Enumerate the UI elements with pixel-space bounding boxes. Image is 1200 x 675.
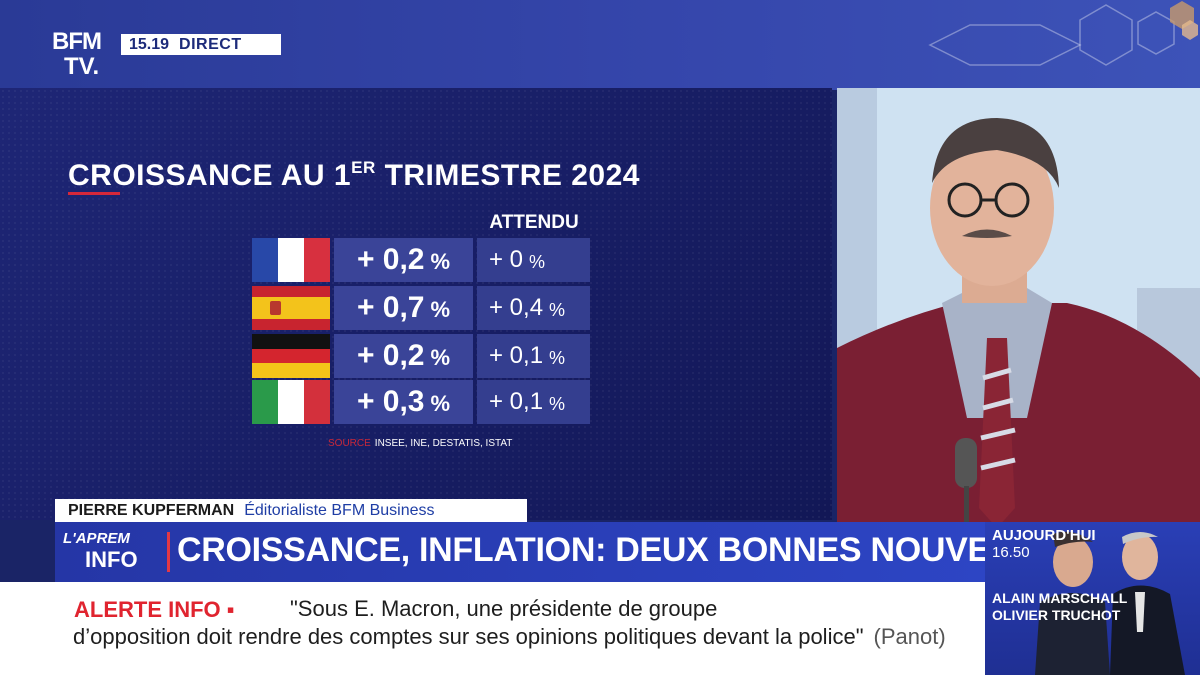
name-strap: PIERRE KUPFERMAN Éditorialiste BFM Busin… (55, 499, 527, 522)
alert-line1: "Sous E. Macron, une présidente de group… (290, 596, 718, 621)
upcoming-program: AUJOURD'HUI 16.50 ALAIN MARSCHALL OLIVIE… (985, 522, 1200, 675)
graphic-title: CROISSANCE AU 1ER TRIMESTRE 2024 (68, 158, 640, 192)
studio-camera-view (837, 88, 1200, 528)
ticker-edge (0, 582, 55, 675)
host-name: ALAIN MARSCHALL (992, 590, 1128, 606)
table-row: + 0,2% + 0% (252, 238, 592, 282)
table-row: + 0,2% + 0,1% (252, 334, 592, 378)
program-hosts: ALAIN MARSCHALL OLIVIER TRUCHOT (992, 590, 1127, 624)
headline-bar: L'APREM INFO CROISSANCE, INFLATION: DEUX… (55, 522, 1096, 582)
growth-value: + 0,2% (334, 238, 473, 282)
alert-label: ALERTE INFO ▪ (74, 597, 235, 622)
table-row: + 0,3% + 0,1% (252, 380, 592, 424)
spain-flag-icon (252, 286, 330, 330)
live-label: DIRECT (179, 35, 242, 53)
source-text: INSEE, INE, DESTATIS, ISTAT (374, 438, 513, 449)
expected-value: + 0,1% (477, 334, 590, 378)
channel-logo: BFM TV. (52, 30, 122, 86)
table-row: + 0,7% + 0,4% (252, 286, 592, 330)
expected-header: ATTENDU (489, 212, 579, 233)
alert-ticker: ALERTE INFO ▪ "Sous E. Macron, une prési… (55, 582, 985, 675)
logo-line1: BFM (52, 28, 102, 55)
source-label: SOURCE (328, 438, 371, 449)
hexagon-decoration (928, 1, 1198, 66)
growth-value: + 0,2% (334, 334, 473, 378)
expected-value: + 0,4% (477, 286, 590, 330)
growth-value: + 0,7% (334, 286, 473, 330)
show-logo-line1: L'APREM (63, 530, 130, 547)
expected-value: + 0,1% (477, 380, 590, 424)
expected-value: + 0% (477, 238, 590, 282)
show-logo: L'APREM INFO (63, 530, 163, 574)
guest-role: Éditorialiste BFM Business (244, 501, 435, 519)
headline-text: CROISSANCE, INFLATION: DEUX BONNES NOUVE… (177, 531, 1096, 569)
italy-flag-icon (252, 380, 330, 424)
title-underline (68, 192, 120, 195)
clock-bar: 15.19 DIRECT (121, 34, 281, 55)
host-name: OLIVIER TRUCHOT (992, 607, 1121, 623)
germany-flag-icon (252, 334, 330, 378)
logo-line2: TV. (64, 53, 100, 80)
show-logo-line2: INFO (85, 547, 138, 572)
france-flag-icon (252, 238, 330, 282)
alert-line2: d’opposition doit rendre des comptes sur… (73, 624, 946, 649)
hosts-image (1035, 531, 1185, 675)
program-day: AUJOURD'HUI (992, 527, 1096, 544)
clock-time: 15.19 (129, 35, 170, 53)
alert-attribution: (Panot) (873, 624, 946, 649)
presenter-image (837, 88, 1200, 528)
headline-separator (167, 532, 170, 572)
growth-value: + 0,3% (334, 380, 473, 424)
program-time: 16.50 (992, 544, 1030, 561)
source-note: SOURCE INSEE, INE, DESTATIS, ISTAT (328, 438, 512, 449)
guest-name: PIERRE KUPFERMAN (68, 501, 235, 519)
